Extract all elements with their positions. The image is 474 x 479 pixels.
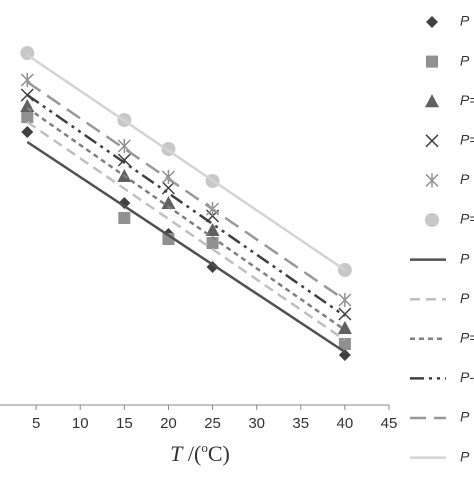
x-tick-label: 10: [72, 415, 89, 432]
legend-label: P-: [460, 369, 474, 385]
x-tick-label: 40: [337, 415, 354, 432]
marker-circle: [425, 213, 439, 227]
series-line: [26, 106, 346, 332]
marker-star: [425, 173, 439, 188]
legend-label: P: [460, 448, 470, 464]
marker-diamond: [338, 349, 351, 361]
marker-diamond: [21, 126, 34, 138]
marker-diamond: [426, 16, 438, 28]
x-tick-label: 35: [292, 415, 309, 432]
x-tick-label: 45: [381, 415, 398, 432]
series-line: [26, 140, 346, 354]
series-line: [26, 120, 346, 342]
legend-label: P: [460, 409, 470, 425]
x-label-var: T: [170, 441, 184, 466]
x-tick-label: 30: [248, 415, 265, 432]
marker-x: [161, 181, 175, 195]
marker-x: [338, 307, 352, 321]
legend-label: P: [460, 13, 470, 29]
x-tick-label: 25: [204, 415, 221, 432]
series-line: [26, 93, 346, 318]
marker-star: [338, 293, 352, 307]
marker-triangle: [161, 196, 176, 209]
legend-label: P: [460, 290, 470, 306]
marker-square: [21, 111, 34, 123]
x-axis-label: T /(oC): [170, 440, 230, 466]
x-tick-label: 15: [116, 415, 133, 432]
series-line: [26, 53, 346, 272]
x-tick-label: 5: [32, 415, 40, 432]
marker-triangle: [337, 321, 352, 334]
marker-diamond: [118, 197, 131, 209]
series-line: [26, 80, 346, 302]
x-label-open: /(: [182, 441, 201, 466]
legend-label: P: [460, 171, 470, 187]
legend-label: P=: [460, 92, 474, 108]
marker-square: [426, 55, 438, 68]
marker-triangle: [425, 94, 439, 108]
x-tick-label: 20: [160, 415, 177, 432]
marker-x: [117, 153, 131, 167]
legend-label: P: [460, 52, 470, 68]
marker-x: [425, 134, 439, 148]
legend-label: P=: [460, 211, 474, 227]
marker-triangle: [20, 99, 35, 112]
x-label-close: C): [208, 441, 230, 466]
marker-square: [338, 338, 351, 350]
marker-triangle: [205, 223, 220, 236]
marker-square: [118, 212, 131, 224]
legend-label: P=: [460, 330, 474, 346]
x-label-sup: o: [201, 440, 208, 455]
legend-label: P: [460, 250, 470, 266]
legend-label: P=: [460, 132, 474, 148]
